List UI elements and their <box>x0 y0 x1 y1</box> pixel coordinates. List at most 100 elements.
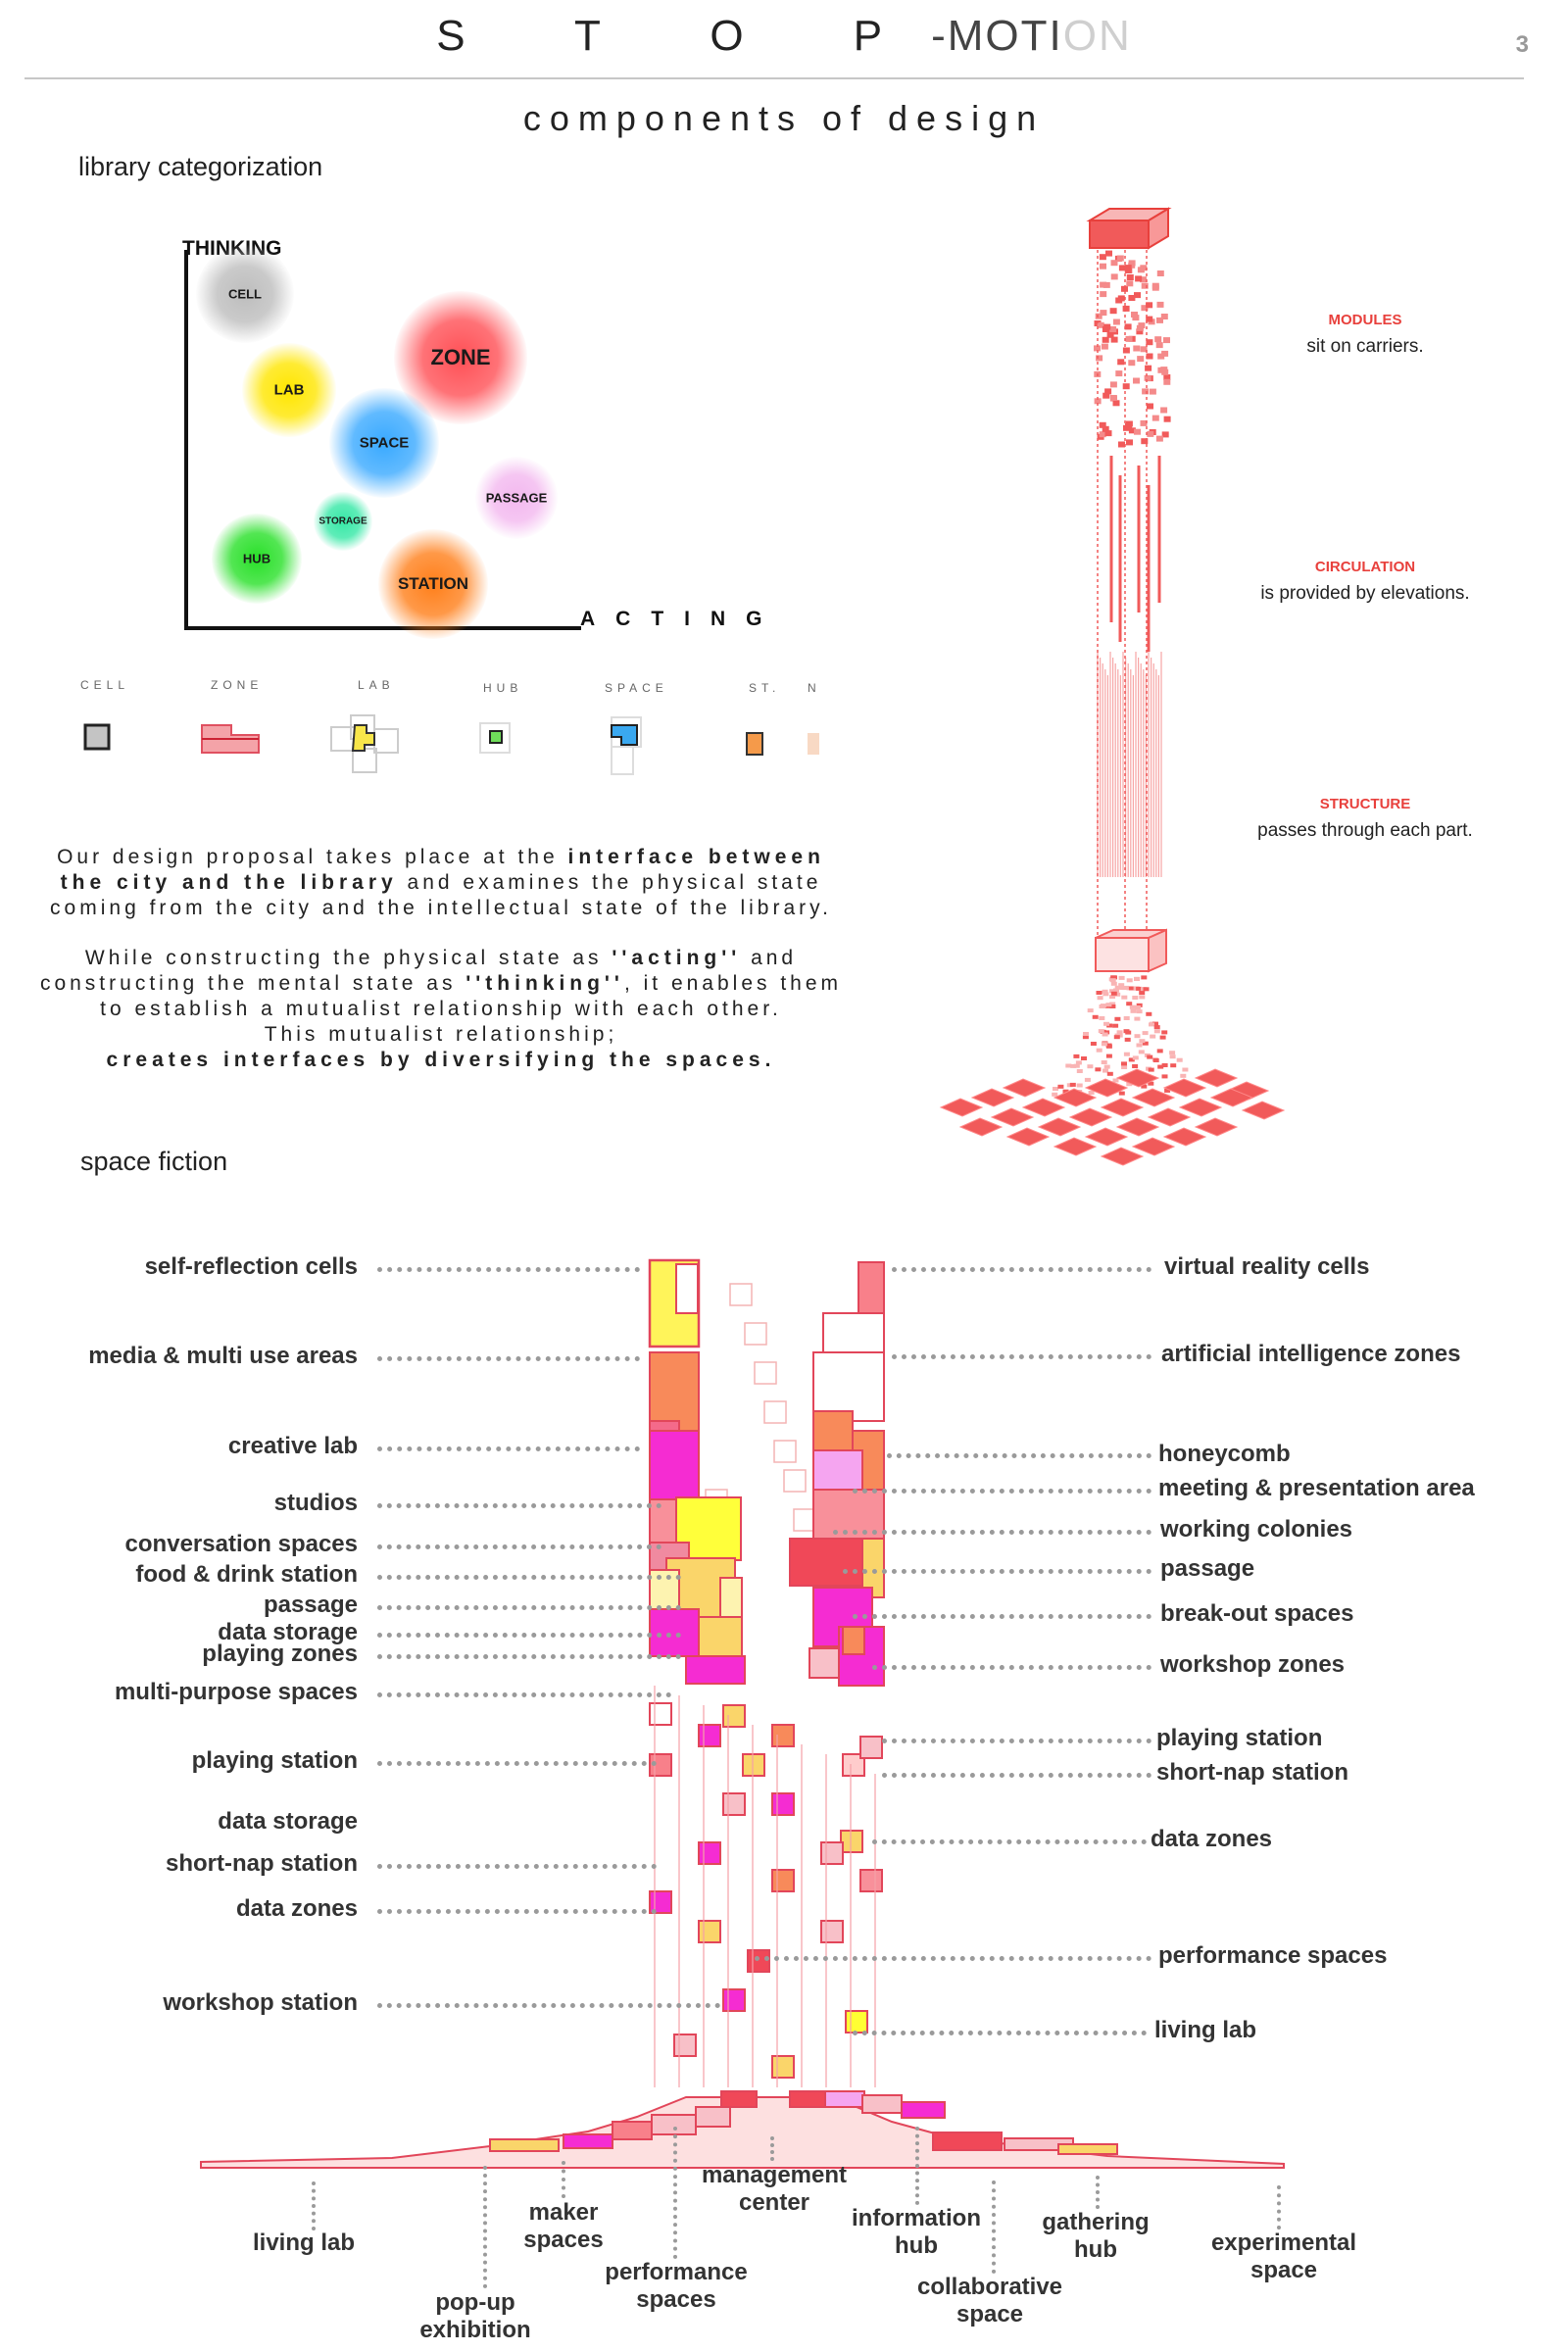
platform-module <box>695 2106 731 2128</box>
leader-dots <box>377 1267 640 1272</box>
tower-base-tile <box>1162 1127 1207 1147</box>
blob-label-station: STATION <box>397 574 469 593</box>
tower-module-block <box>1142 388 1150 395</box>
tower-module-block <box>1156 317 1163 323</box>
blob-label-lab: LAB <box>273 381 305 399</box>
p2-text-f: This mutualist relationship; <box>264 1023 618 1046</box>
right-label-playing-station: playing station <box>1156 1725 1323 1751</box>
tower-top-box <box>1086 207 1172 250</box>
leader-dots <box>853 1614 1152 1619</box>
tower-module-block <box>1109 308 1117 315</box>
leader-dots <box>377 1864 657 1869</box>
tower-falling-module <box>1152 1058 1159 1062</box>
tower-falling-module <box>1132 1055 1139 1060</box>
leader-dots <box>853 1489 1152 1494</box>
tower-module-block <box>1109 395 1117 401</box>
tower-falling-module <box>1112 1023 1119 1028</box>
blob-hub <box>212 514 302 604</box>
tower-falling-module <box>1092 1014 1099 1019</box>
platform-module <box>489 2138 560 2152</box>
p2-text-b: ''acting'' <box>612 947 742 969</box>
tower-module-block <box>1100 281 1107 288</box>
tower-falling-module <box>1102 1068 1108 1073</box>
tower-module-block <box>1141 282 1149 289</box>
x-axis-label: ACTING <box>580 608 783 630</box>
tower-falling-module <box>1103 1064 1110 1069</box>
small-module <box>698 1920 721 1943</box>
bottom-label-pop-up-l2: exhibition <box>419 2317 531 2343</box>
tower-falling-module <box>1052 1092 1058 1097</box>
tower-base-tile <box>1084 1127 1129 1147</box>
tower-falling-module <box>1169 1054 1176 1059</box>
tower-module-block <box>1160 314 1168 319</box>
blob-label-zone: ZONE <box>430 345 491 369</box>
tower-module-block <box>1096 355 1103 362</box>
tower-module-block <box>1122 305 1130 312</box>
right-label-working-colonies: working colonies <box>1160 1516 1353 1543</box>
leader-dots <box>892 1354 1152 1359</box>
tower-module-block <box>1134 428 1141 435</box>
tower-falling-module <box>1118 983 1125 988</box>
tower-module-block <box>1126 280 1134 287</box>
tower-module-block <box>1109 381 1117 388</box>
tower-module-block <box>1101 343 1108 350</box>
small-module <box>859 1869 883 1892</box>
tower-falling-module <box>1101 1042 1107 1047</box>
tower-scatter-modules <box>1052 975 1189 1097</box>
tower-falling-module <box>1134 1016 1141 1021</box>
legend-space-caption: SPACE <box>605 681 668 695</box>
small-module <box>771 1724 795 1747</box>
bottom-label-information-l2: hub <box>895 2232 938 2259</box>
tower-module-block <box>1103 323 1111 330</box>
tower-falling-module <box>1153 1029 1160 1034</box>
small-module <box>722 1704 746 1728</box>
tower-falling-module <box>1087 1008 1094 1013</box>
library-categorization-heading: library categorization <box>78 152 323 181</box>
page-subtitle: components of design <box>522 98 1046 138</box>
tower-falling-module <box>1105 1003 1112 1007</box>
tower-module-block <box>1132 315 1140 321</box>
tower-module-block <box>1106 331 1114 338</box>
module-block <box>685 1655 746 1685</box>
module-block <box>822 1312 885 1353</box>
tower-falling-module <box>1076 1083 1083 1088</box>
bottom-label-performance-l2: spaces <box>636 2286 716 2313</box>
tower-falling-module <box>1069 1082 1076 1087</box>
legend-n-icon <box>808 733 819 755</box>
right-label-passage: passage <box>1160 1555 1255 1582</box>
tower-module-block <box>1099 254 1106 261</box>
tower-falling-module <box>1126 1002 1133 1006</box>
tower-falling-module <box>1112 989 1118 994</box>
tower-module-block <box>1163 416 1171 422</box>
blob-label-storage: STORAGE <box>318 515 368 527</box>
tower-falling-module <box>1121 986 1128 991</box>
tower-module-block <box>1099 421 1106 428</box>
tower-module-block <box>1116 255 1124 262</box>
left-label-data-storage-2: data storage <box>218 1808 358 1835</box>
tower-module-block <box>1146 339 1153 346</box>
right-label-break-out-spaces: break-out spaces <box>1160 1600 1354 1627</box>
tower-module-block <box>1126 274 1134 280</box>
tower-falling-module <box>1099 1016 1105 1020</box>
leader-dots <box>853 2031 1147 2035</box>
tower-falling-module <box>1101 1060 1107 1064</box>
leader-dots <box>483 2166 487 2288</box>
tower-falling-module <box>1076 1069 1083 1073</box>
tower-module-block <box>1161 350 1169 357</box>
p2-text-g: creates interfaces by diversifying the s… <box>106 1049 776 1071</box>
tower-falling-module <box>1182 1067 1189 1072</box>
tower-falling-module <box>1110 981 1117 986</box>
small-module <box>742 1753 765 1777</box>
tower-base-tile <box>990 1107 1035 1127</box>
tower-falling-module <box>1102 989 1108 994</box>
tower-dashed-lines <box>1097 250 1148 936</box>
tower-falling-module <box>1121 995 1128 1000</box>
tower-circulation <box>1109 456 1161 652</box>
p1-text-b: interface between the city and the libra… <box>60 846 825 894</box>
tower-module-block <box>1152 284 1159 291</box>
tower-module-block <box>1128 295 1136 301</box>
tower-falling-module <box>1096 991 1102 995</box>
tower-base-tile <box>1115 1117 1160 1137</box>
tower-module-block <box>1133 377 1140 384</box>
leader-dots <box>843 1569 1152 1574</box>
